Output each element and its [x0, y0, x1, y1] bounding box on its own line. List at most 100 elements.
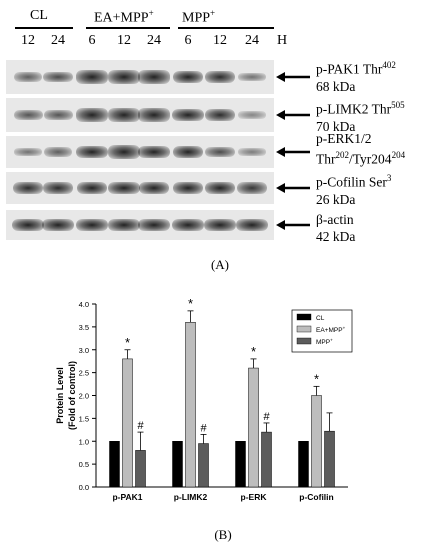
bar — [172, 441, 183, 488]
blot-band — [204, 181, 236, 195]
blot-band — [42, 182, 74, 194]
arrow-left-icon — [276, 110, 310, 120]
bar — [298, 441, 309, 488]
y-axis-label-unit: (Fold of control) — [67, 361, 77, 430]
blot-strip — [6, 136, 274, 168]
timepoint-label: 24 — [245, 33, 259, 48]
arrow-left-icon — [276, 220, 310, 230]
blot-strip — [6, 60, 274, 94]
x-tick-label: p-ERK — [241, 492, 268, 502]
significance-mark: * — [251, 344, 256, 359]
x-tick-label: p-LIMK2 — [174, 492, 208, 502]
blot-band — [108, 108, 140, 122]
arrow-left-icon — [276, 147, 310, 157]
blot-band — [42, 218, 74, 232]
legend-label: EA+MPP+ — [316, 326, 346, 335]
blot-strip — [6, 172, 274, 204]
blot-strip — [6, 210, 274, 240]
timepoint-label: 24 — [147, 33, 161, 48]
group-label-mpp: MPP+ — [182, 8, 216, 26]
protein-level-bar-chart: 0.0 0.5 1.0 1.5 2.0 2.5 3.0 3.5 4.0 Protein Level… — [55, 296, 353, 502]
arrow-left-icon — [276, 183, 310, 193]
significance-mark: # — [137, 420, 144, 432]
blot-band — [172, 71, 204, 83]
timepoint-label: 6 — [88, 33, 96, 48]
legend-label-text: CL — [316, 315, 325, 322]
blot-band — [43, 110, 73, 120]
legend-label: MPP+ — [316, 338, 333, 347]
blot-band — [76, 218, 108, 232]
blot-band — [172, 145, 204, 159]
y-tick-label: 0.0 — [79, 483, 89, 492]
y-tick-label: 1.5 — [79, 414, 89, 423]
bar — [261, 431, 272, 488]
chart-bars: * # * # * # * — [109, 296, 335, 488]
blot-band — [138, 108, 170, 122]
blot-band — [76, 108, 108, 122]
y-tick-label: 3.5 — [79, 323, 89, 332]
blot-band — [12, 182, 44, 194]
blot-label: p-PAK1 Thr402 68 kDa — [316, 60, 396, 94]
blot-band — [13, 147, 43, 157]
y-tick-label: 2.0 — [79, 392, 89, 401]
bar — [324, 430, 335, 488]
blot-band — [138, 181, 170, 195]
bar — [122, 358, 133, 488]
legend-label-text: MPP — [316, 339, 330, 346]
y-tick-label: 1.0 — [79, 437, 89, 446]
significance-mark: * — [188, 296, 193, 311]
blot-band — [172, 218, 204, 232]
blot-band — [108, 70, 140, 84]
blot-band — [76, 145, 108, 159]
arrow-left-icon — [276, 72, 310, 82]
legend-label: CL — [316, 315, 325, 322]
blot-band — [204, 71, 236, 83]
group-label-ea-mpp: EA+MPP+ — [94, 8, 154, 26]
blot-band — [238, 147, 266, 157]
blot-band — [204, 109, 236, 121]
legend-label-text: EA+MPP — [316, 327, 343, 334]
blot-band — [172, 181, 204, 195]
time-unit-label: H — [276, 33, 288, 48]
blot-band — [43, 71, 73, 83]
blot-label: β-actin 42 kDa — [316, 212, 356, 244]
blot-band — [236, 218, 268, 232]
blot-band — [172, 108, 204, 122]
blot-band — [138, 70, 170, 84]
bar — [235, 441, 246, 488]
y-tick-label: 0.5 — [79, 460, 89, 469]
blot-band — [237, 72, 267, 82]
panel-a-label: (A) — [210, 257, 230, 272]
y-tick-label: 4.0 — [79, 300, 89, 309]
blot-band — [76, 70, 108, 84]
blot-band — [138, 145, 170, 159]
blot-band — [138, 218, 170, 232]
blot-label: p-Cofilin Ser3 26 kDa — [316, 173, 392, 207]
blot-strip — [6, 98, 274, 132]
blot-band — [108, 145, 140, 159]
y-axis-label: Protein Level — [55, 367, 65, 424]
blot-band — [13, 110, 43, 120]
group-line-mpp — [178, 27, 274, 29]
y-tick-label: 2.5 — [79, 369, 89, 378]
legend-swatch — [296, 325, 312, 333]
significance-mark: # — [263, 411, 270, 423]
blot-band — [238, 111, 266, 119]
blot-label: p-ERK1/2 Thr202/Tyr204204 — [316, 131, 406, 167]
bar — [135, 450, 146, 488]
bar — [311, 395, 322, 488]
group-line-ea-mpp — [86, 27, 170, 29]
y-tick-label: 3.0 — [79, 346, 89, 355]
legend-swatch — [296, 337, 312, 345]
timepoint-label: 12 — [21, 33, 35, 48]
legend-label-sup: + — [343, 326, 346, 331]
blot-band — [12, 218, 44, 232]
blot-band — [76, 181, 108, 195]
blot-band — [108, 181, 140, 195]
group-line-cl — [15, 27, 73, 29]
timepoint-label: 12 — [117, 33, 131, 48]
bar — [185, 322, 196, 488]
group-label-cl: CL — [30, 8, 48, 23]
blot-band — [205, 146, 235, 158]
